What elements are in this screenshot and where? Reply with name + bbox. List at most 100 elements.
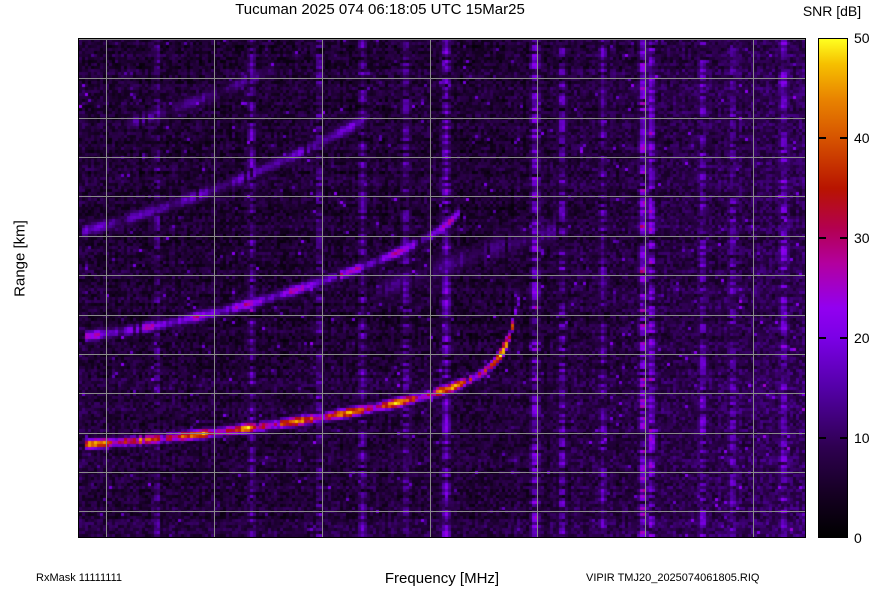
colorbar-tick-label: 20 — [854, 330, 870, 346]
x-tick-minor-top — [171, 38, 172, 39]
x-tick-major — [214, 537, 215, 538]
y-tick-major-right — [805, 511, 806, 512]
x-tick-minor-top — [440, 38, 441, 39]
y-tick-major-right — [805, 315, 806, 316]
colorbar-gradient — [819, 39, 847, 537]
x-tick-minor-top — [785, 38, 786, 39]
x-tick-minor — [149, 537, 150, 538]
x-tick-minor-top — [451, 38, 452, 39]
x-tick-minor-top — [246, 38, 247, 39]
x-tick-minor-top — [796, 38, 797, 39]
y-tick-minor-right — [805, 413, 806, 414]
x-tick-minor — [117, 537, 118, 538]
x-tick-minor — [688, 537, 689, 538]
x-tick-minor-top — [624, 38, 625, 39]
y-tick-major — [78, 511, 79, 512]
y-tick-major-right — [805, 118, 806, 119]
x-tick-minor-top — [419, 38, 420, 39]
y-tick-major-right — [805, 472, 806, 473]
colorbar-tick-label: 30 — [854, 230, 870, 246]
y-tick-major — [78, 196, 79, 197]
x-tick-minor — [775, 537, 776, 538]
rxmask-label: RxMask 11111111 — [36, 572, 123, 584]
x-axis-label: Frequency [MHz] — [384, 570, 500, 587]
y-tick-major — [78, 393, 79, 394]
colorbar-tick-right — [840, 437, 847, 439]
x-tick-minor — [268, 537, 269, 538]
x-tick-minor — [257, 537, 258, 538]
colorbar-tick-label: 0 — [854, 530, 862, 546]
x-tick-minor — [613, 537, 614, 538]
x-tick-minor — [732, 537, 733, 538]
colorbar-tick-label: 10 — [854, 430, 870, 446]
x-tick-minor-top — [203, 38, 204, 39]
y-tick-minor — [78, 256, 79, 257]
x-tick-minor-top — [138, 38, 139, 39]
x-tick-minor — [235, 537, 236, 538]
x-tick-major — [106, 537, 107, 538]
x-tick-minor-top — [128, 38, 129, 39]
y-tick-major — [78, 118, 79, 119]
y-tick-minor-right — [805, 334, 806, 335]
x-tick-minor — [548, 537, 549, 538]
x-tick-minor — [300, 537, 301, 538]
y-tick-minor — [78, 295, 79, 296]
x-tick-minor-top — [84, 38, 85, 39]
y-tick-minor — [78, 374, 79, 375]
x-tick-minor — [138, 537, 139, 538]
x-tick-minor-top — [764, 38, 765, 39]
y-tick-major — [78, 236, 79, 237]
x-tick-minor-top — [149, 38, 150, 39]
y-tick-minor-right — [805, 216, 806, 217]
y-tick-major — [78, 433, 79, 434]
colorbar-tick — [819, 337, 826, 339]
x-tick-minor — [624, 537, 625, 538]
x-tick-minor-top — [192, 38, 193, 39]
y-tick-minor-right — [805, 295, 806, 296]
y-tick-minor-right — [805, 452, 806, 453]
x-tick-minor — [354, 537, 355, 538]
x-tick-minor — [408, 537, 409, 538]
x-tick-minor — [181, 537, 182, 538]
x-tick-major-top — [106, 38, 107, 39]
y-tick-minor-right — [805, 492, 806, 493]
y-axis-label: Range [km] — [11, 220, 29, 297]
x-tick-minor — [376, 537, 377, 538]
colorbar-tick-right — [840, 237, 847, 239]
x-tick-minor-top — [483, 38, 484, 39]
x-tick-minor-top — [634, 38, 635, 39]
colorbar-tick-right — [840, 137, 847, 139]
x-tick-minor-top — [343, 38, 344, 39]
x-tick-minor-top — [667, 38, 668, 39]
y-tick-minor-right — [805, 177, 806, 178]
y-tick-major-right — [805, 196, 806, 197]
x-tick-minor — [785, 537, 786, 538]
x-tick-minor — [516, 537, 517, 538]
y-tick-minor — [78, 531, 79, 532]
colorbar-tick-right — [840, 337, 847, 339]
colorbar-tick — [819, 237, 826, 239]
y-tick-minor-right — [805, 374, 806, 375]
x-tick-minor-top — [268, 38, 269, 39]
x-tick-minor-top — [376, 38, 377, 39]
x-tick-minor-top — [688, 38, 689, 39]
x-tick-minor-top — [300, 38, 301, 39]
y-tick-major-right — [805, 39, 806, 40]
x-tick-minor-top — [742, 38, 743, 39]
x-tick-minor-top — [257, 38, 258, 39]
x-tick-minor-top — [289, 38, 290, 39]
x-tick-minor — [451, 537, 452, 538]
x-tick-minor-top — [721, 38, 722, 39]
y-tick-major — [78, 275, 79, 276]
y-tick-minor — [78, 492, 79, 493]
x-tick-minor — [332, 537, 333, 538]
x-tick-minor — [160, 537, 161, 538]
x-tick-minor — [559, 537, 560, 538]
ionogram-plot-area[interactable]: 1002003004005006007008009001000110012001… — [78, 38, 806, 538]
x-tick-minor — [505, 537, 506, 538]
x-tick-minor-top — [505, 38, 506, 39]
x-tick-minor-top — [181, 38, 182, 39]
x-tick-minor — [667, 537, 668, 538]
x-tick-minor-top — [235, 38, 236, 39]
